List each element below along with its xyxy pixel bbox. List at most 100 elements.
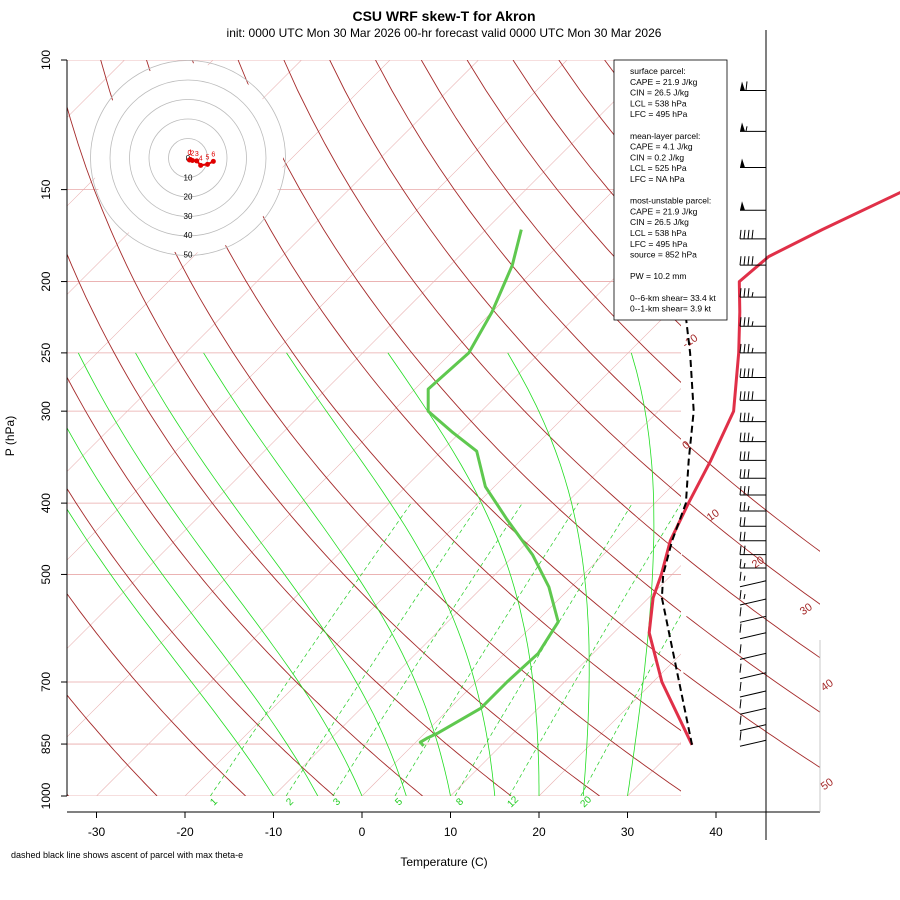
wind-barb <box>739 469 766 479</box>
wind-barb-full <box>739 571 742 581</box>
isotherm <box>96 211 681 796</box>
hodograph-point <box>189 157 195 163</box>
wind-barb-full <box>747 229 750 239</box>
isotherm <box>67 60 479 472</box>
hodograph-ring <box>168 138 208 178</box>
wind-barb-half <box>743 575 746 581</box>
dry-adiabat-extension <box>688 502 820 605</box>
dry-adiabat <box>67 593 246 796</box>
wind-barb <box>739 731 767 747</box>
y-tick-label: 1000 <box>39 782 53 809</box>
wind-barb-full <box>743 517 746 527</box>
moist-adiabat <box>286 352 496 796</box>
parameter-line: PW = 10.2 mm <box>630 271 686 281</box>
dry-adiabat <box>67 376 423 796</box>
dry-adiabat <box>329 60 681 497</box>
wind-barb-half <box>747 505 750 512</box>
hodograph-point-label: 5 <box>206 154 210 161</box>
parameter-line: most-unstable parcel: <box>630 196 711 206</box>
wind-barb-full <box>739 391 742 401</box>
wind-barb-full <box>747 288 750 298</box>
parameter-line: LCL = 538 hPa <box>630 228 687 238</box>
wind-barb-full <box>739 607 742 617</box>
parameter-line: LFC = NA hPa <box>630 174 685 184</box>
wind-barb-staff <box>739 707 767 715</box>
isotherm <box>184 299 681 796</box>
wind-barb-full <box>739 545 742 555</box>
wind-barb <box>739 485 766 496</box>
wind-barb-half <box>745 126 748 132</box>
y-tick-label: 400 <box>39 493 53 513</box>
wind-barb-full <box>751 391 754 401</box>
dry-adiabat <box>283 60 681 555</box>
wind-barb-full <box>739 699 742 709</box>
wind-barb-full <box>743 545 746 555</box>
y-axis-label: P (hPa) <box>3 416 17 456</box>
dry-adiabat <box>375 60 681 440</box>
hodograph-point-label: 4 <box>199 155 203 162</box>
x-axis-label: Temperature (C) <box>400 855 487 869</box>
x-tick-label: -20 <box>176 825 194 839</box>
parameter-line: LCL = 538 hPa <box>630 98 687 108</box>
hodograph-point-label: 3 <box>195 151 199 158</box>
wind-barb-half <box>751 436 754 442</box>
dry-adiabat-label: 20 <box>750 554 767 571</box>
wind-barb <box>739 607 767 623</box>
wind-barb-staff <box>739 690 767 698</box>
wind-barb-half <box>751 347 754 353</box>
isotherm <box>450 565 681 796</box>
wind-barb <box>739 229 766 240</box>
dry-adiabat <box>420 60 681 383</box>
wind-barb-full <box>739 558 742 569</box>
dry-adiabat <box>146 60 681 732</box>
wind-barb <box>739 517 766 527</box>
wind-barb <box>739 623 767 640</box>
wind-barb <box>739 391 766 401</box>
hodograph-point-label: 6 <box>211 151 215 158</box>
y-tick-label: 500 <box>39 564 53 584</box>
wind-barb-full <box>743 531 746 541</box>
wind-barb-full <box>743 343 746 353</box>
wind-barb-full <box>739 317 742 327</box>
hodograph-ring-label: 30 <box>184 212 193 221</box>
hodograph-ring <box>148 118 228 198</box>
wind-barb <box>739 368 766 378</box>
wind-barb-flag <box>740 122 745 132</box>
wind-barb-full <box>739 288 742 298</box>
wind-barb-half <box>743 593 746 600</box>
mixing-ratio-line <box>580 614 681 796</box>
wind-barb-full <box>739 681 742 692</box>
moist-adiabat <box>507 352 590 796</box>
dry-adiabat-label: 40 <box>819 677 836 694</box>
chart-subtitle: init: 0000 UTC Mon 30 Mar 2026 00-hr for… <box>227 26 662 40</box>
parameter-line: LFC = 495 hPa <box>630 109 688 119</box>
wind-barb <box>739 288 766 298</box>
mixing-ratio-line <box>285 502 481 796</box>
wind-barb <box>739 317 766 327</box>
dry-adiabat <box>67 694 158 796</box>
hodograph-point-label: 1 <box>188 149 192 156</box>
wind-barb-full <box>739 501 742 512</box>
moist-adiabat <box>203 352 451 796</box>
hodograph-point-label: 0 <box>188 150 192 157</box>
wind-barb-full <box>743 288 746 298</box>
wind-barb-full <box>739 663 742 673</box>
hodograph-ring <box>129 99 247 217</box>
parameter-line: 0--6-km shear= 33.4 kt <box>630 293 716 303</box>
wind-barb-half <box>743 562 746 569</box>
wind-barb <box>739 589 767 606</box>
wind-barb-full <box>739 517 742 527</box>
wind-barb-full <box>743 368 746 378</box>
x-tick-label: 40 <box>709 825 723 839</box>
wind-barb-full <box>747 391 750 401</box>
wind-barb <box>740 81 766 91</box>
moist-adiabat <box>77 352 363 796</box>
wind-barb <box>739 681 767 698</box>
wind-barb-half <box>751 416 754 422</box>
parameter-line: LCL = 525 hPa <box>630 163 687 173</box>
wind-barb <box>740 158 766 169</box>
wind-barb-full <box>747 469 750 479</box>
